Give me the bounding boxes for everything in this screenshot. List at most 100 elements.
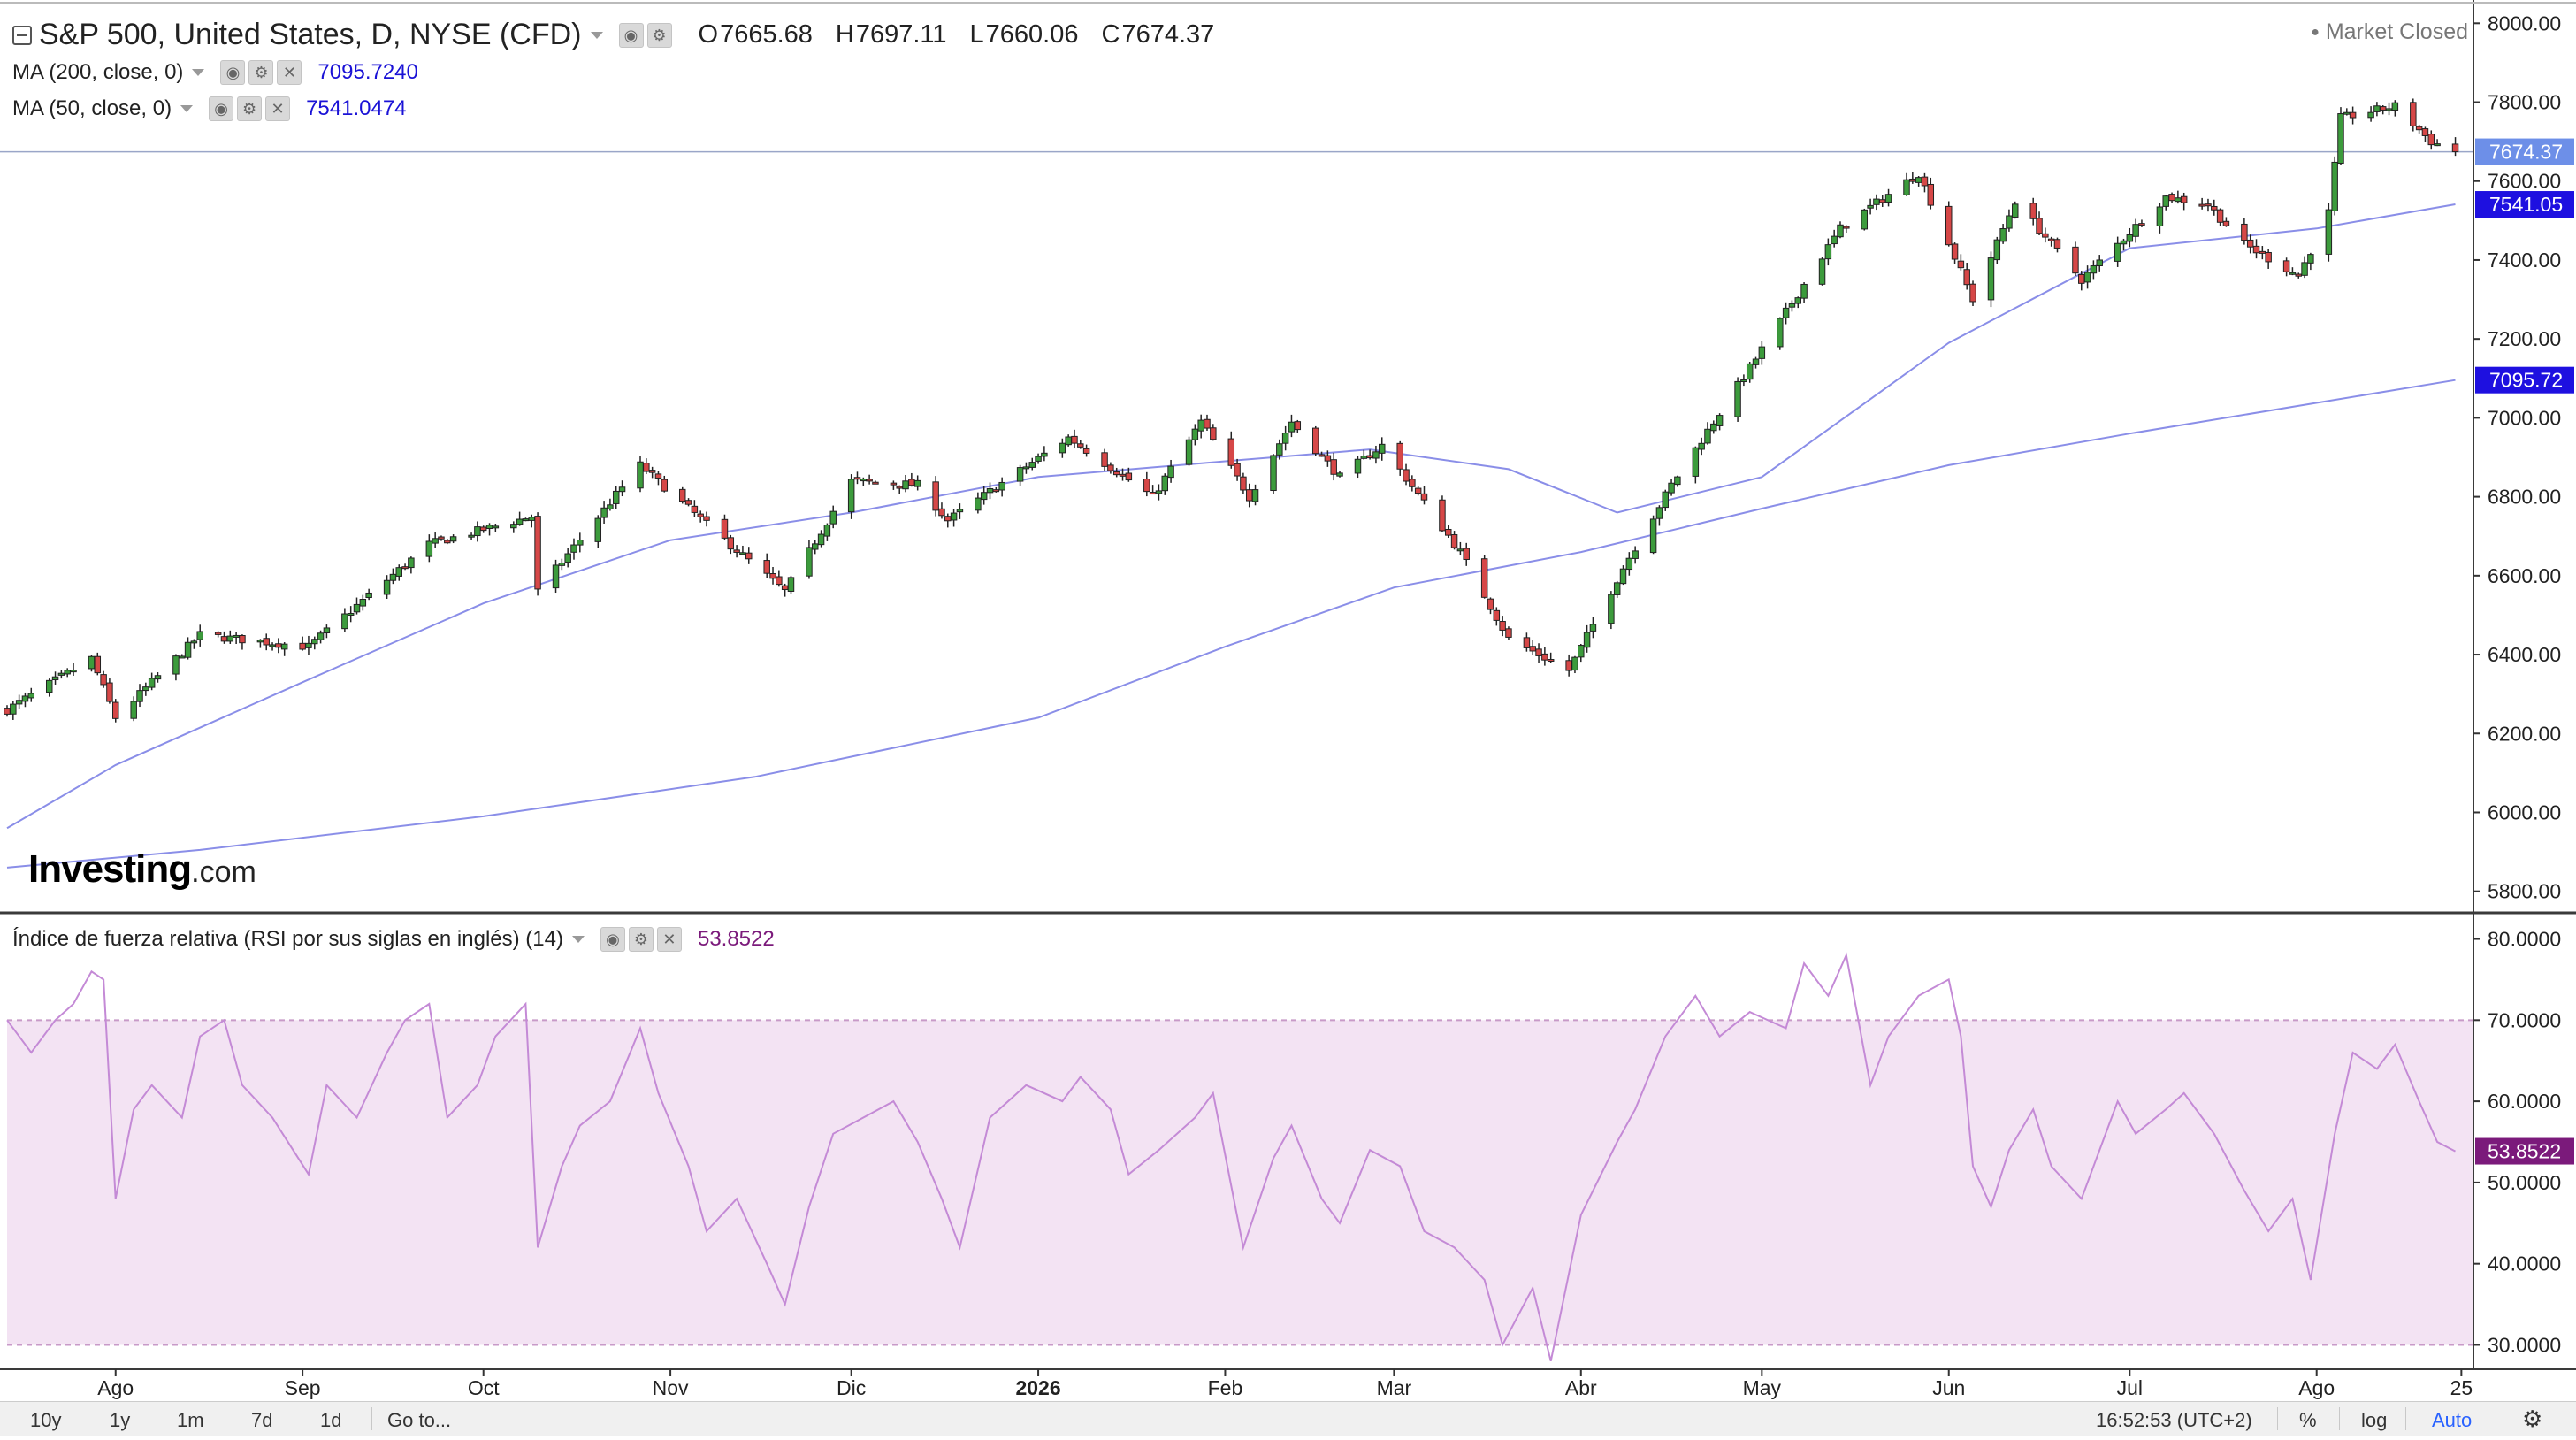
candle-body [2421,128,2429,136]
candle-body [2205,203,2212,207]
chevron-down-icon[interactable] [192,69,205,76]
market-status: ● Market Closed [2311,19,2468,45]
price-tick-label: 8000.00 [2488,11,2561,34]
visibility-icon[interactable]: ◉ [209,96,234,121]
candle-body [1112,471,1120,476]
toolbar-separator [2339,1407,2340,1430]
candle-body [1608,594,1615,624]
candle-body [389,573,397,581]
ma200-label: MA (200, close, 0) [12,60,184,84]
candle-body [986,487,994,494]
candle-body [88,655,96,670]
candle-body [1324,455,1332,462]
close-icon[interactable]: ✕ [277,60,302,85]
candle-body [1240,476,1247,491]
candle-body [637,461,644,489]
time-tick-label: 2026 [1015,1376,1060,1399]
candle-body [1101,452,1108,467]
candle-body [2006,215,2013,229]
candle-body [1662,491,1669,509]
candle-body [1529,646,1536,652]
candle-body [600,507,608,518]
ma50-value: 7541.0474 [306,96,407,120]
close-icon[interactable]: ✕ [656,927,682,952]
candle-body [1245,489,1253,502]
candle-body [2289,272,2297,275]
candle-body [401,566,409,570]
candle-body [2325,209,2333,255]
time-tick-label: Abr [1565,1376,1597,1399]
range-1y-button[interactable]: 1y [110,1409,131,1431]
candle-body [1903,179,1910,195]
gear-icon[interactable]: ⚙ [237,96,263,121]
visibility-icon[interactable]: ◉ [618,22,644,48]
range-1m-button[interactable]: 1m [177,1409,204,1431]
auto-toggle[interactable]: Auto [2432,1409,2473,1431]
candle-body [2451,143,2459,153]
candle-body [896,486,903,489]
close-icon[interactable]: ✕ [265,96,291,121]
visibility-icon[interactable]: ◉ [220,60,246,85]
candle-body [2029,203,2037,219]
candle-body [2434,143,2441,147]
candle-body [1698,442,1705,450]
price-tick-label: 6600.00 [2488,564,2561,587]
time-tick-label: Mar [1377,1376,1412,1399]
candle-body [552,564,560,589]
candle-body [1409,479,1416,487]
candle-body [1403,469,1410,482]
candle-body [1969,283,1976,303]
visibility-icon[interactable]: ◉ [600,927,625,952]
candle-body [992,489,1000,493]
chevron-down-icon[interactable] [590,31,603,39]
candle-body [1523,637,1531,648]
candle-body [1035,456,1042,462]
candle-body [1843,226,1850,229]
rsi-band-layer [7,1019,2473,1346]
gear-icon[interactable]: ⚙ [646,22,672,48]
candle-body [2252,245,2260,254]
candle-body [1420,493,1428,501]
candle-body [2096,259,2103,267]
market-status-text: Market Closed [2325,19,2468,44]
range-1d-button[interactable]: 1d [320,1409,342,1431]
candle-body [643,463,650,472]
candle-body [1270,455,1277,492]
candle-body [341,613,348,630]
chevron-down-icon[interactable] [180,105,194,112]
candle-body [2083,272,2091,283]
candle-body [1450,534,1458,548]
candle-body [15,700,23,705]
candle-body [1071,435,1078,444]
log-toggle[interactable]: log [2361,1409,2388,1431]
goto-button[interactable]: Go to... [387,1409,452,1431]
gear-icon[interactable]: ⚙ [248,60,274,85]
price-tick-label: 7600.00 [2488,170,2561,193]
candle-body [1957,260,1965,269]
collapse-icon[interactable] [12,25,32,45]
percent-toggle[interactable]: % [2299,1409,2317,1431]
candle-body [1649,518,1657,554]
candle-body [2337,113,2344,165]
candle-body [1692,447,1700,477]
candle-body [1758,346,1766,359]
range-7d-button[interactable]: 7d [251,1409,273,1431]
gear-icon[interactable]: ⚙ [628,927,654,952]
candle-body [383,579,391,595]
candle-body [100,674,107,686]
candle-body [1487,598,1494,610]
candle-body [1927,183,1935,206]
candle-body [1619,568,1627,585]
candle-body [1824,244,1832,260]
candle-body [1565,660,1572,671]
gear-icon[interactable]: ⚙ [2522,1406,2543,1432]
candle-body [950,512,958,521]
chevron-down-icon[interactable] [571,936,585,943]
rsi-line-layer [6,952,2456,1362]
candle-body [2427,134,2435,146]
range-10y-button[interactable]: 10y [30,1409,62,1431]
candle-body [179,655,186,659]
candle-body [866,479,873,482]
